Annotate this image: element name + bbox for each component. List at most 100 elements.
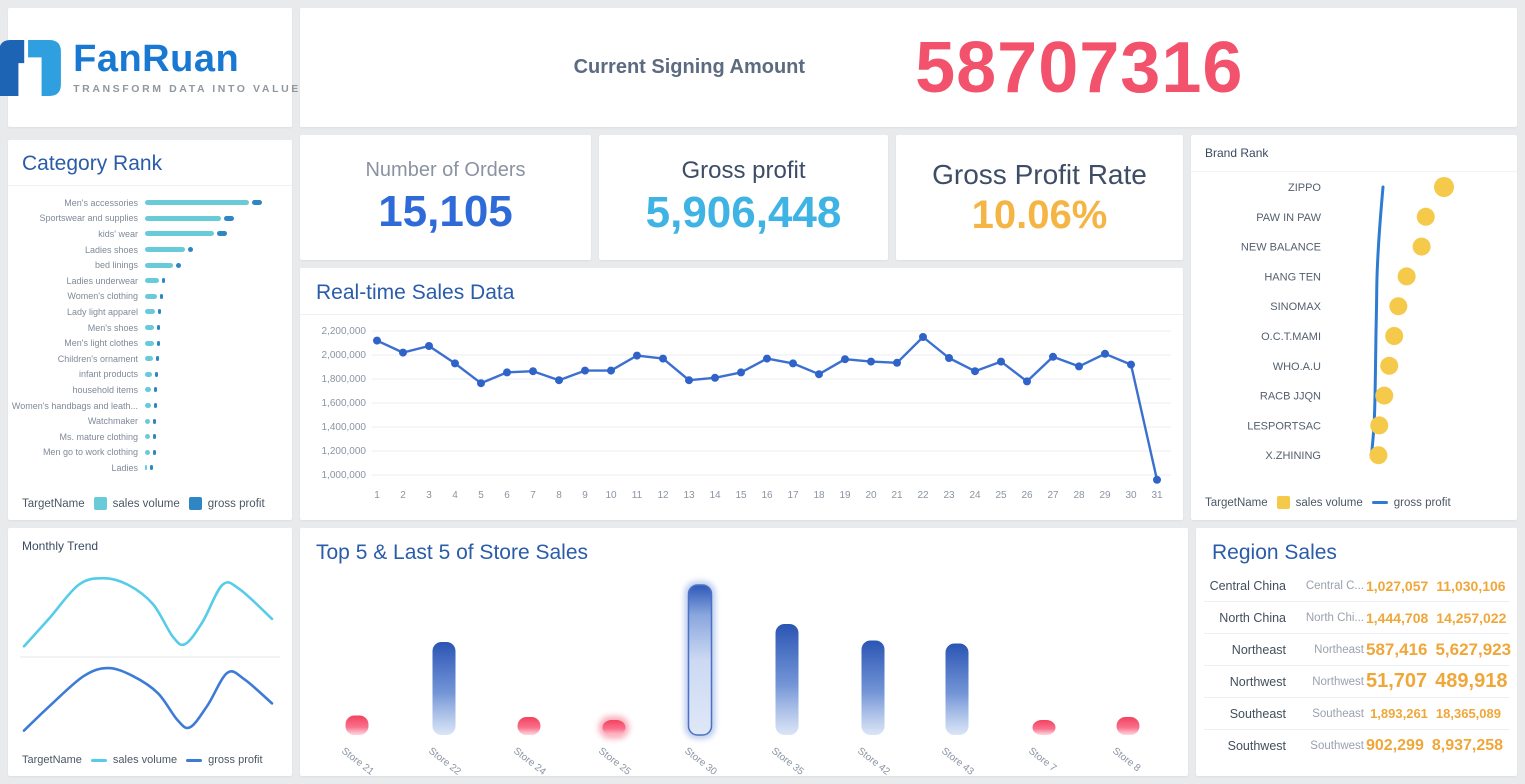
- category-rank-row[interactable]: kids' wear: [8, 226, 292, 242]
- gross-profit-marker[interactable]: [187, 247, 193, 253]
- brand-bubble[interactable]: [1412, 237, 1431, 256]
- category-rank-row[interactable]: Men's light clothes: [8, 335, 292, 351]
- data-point-day-12[interactable]: [659, 354, 667, 363]
- brand-bubble[interactable]: [1385, 327, 1404, 345]
- gross-profit-marker[interactable]: [155, 371, 159, 377]
- gross-profit-marker[interactable]: [150, 465, 154, 471]
- sales-volume-bar[interactable]: [145, 340, 155, 346]
- brand-rank-bubble-chart[interactable]: ZIPPO PAW IN PAW NEW BALANCE HANG TEN SINOMA…: [1191, 169, 1517, 474]
- data-point-day-17[interactable]: [789, 359, 797, 368]
- data-point-day-25[interactable]: [997, 357, 1005, 366]
- data-point-day-13[interactable]: [685, 376, 693, 385]
- gross-profit-marker[interactable]: [160, 293, 164, 299]
- monthly-trend-line-chart[interactable]: [8, 562, 292, 747]
- sales-volume-bar[interactable]: [145, 293, 158, 299]
- category-rank-row[interactable]: Children's ornament: [8, 351, 292, 367]
- data-point-day-9[interactable]: [581, 366, 589, 375]
- category-rank-row[interactable]: Men's accessories: [8, 195, 292, 211]
- category-rank-row[interactable]: Ms. mature clothing: [8, 429, 292, 445]
- store-bar[interactable]: [1116, 717, 1140, 735]
- brand-bubble[interactable]: [1434, 177, 1454, 197]
- region-row[interactable]: Northeast Northeast 587,416 5,627,923: [1204, 634, 1511, 666]
- brand-bubble[interactable]: [1416, 207, 1435, 226]
- sales-volume-bar[interactable]: [145, 262, 174, 268]
- store-bar[interactable]: [345, 715, 369, 736]
- data-point-day-20[interactable]: [867, 357, 875, 366]
- gross-profit-marker[interactable]: [154, 387, 158, 393]
- data-point-day-30[interactable]: [1127, 360, 1135, 369]
- gross-profit-marker[interactable]: [156, 356, 160, 362]
- legend-item-gross-profit[interactable]: gross profit: [186, 754, 263, 766]
- brand-bubble[interactable]: [1370, 416, 1389, 435]
- data-point-day-8[interactable]: [555, 376, 563, 385]
- data-point-day-2[interactable]: [399, 348, 407, 357]
- sales-volume-bar[interactable]: [145, 418, 151, 424]
- category-rank-row[interactable]: Sportswear and supplies: [8, 211, 292, 227]
- data-point-day-27[interactable]: [1049, 352, 1057, 361]
- store-sales-bar-chart[interactable]: Store 21 Store 22 Store 24 Store 25 Store 30…: [300, 528, 1188, 778]
- sales-volume-bar[interactable]: [145, 387, 152, 393]
- data-point-day-1[interactable]: [373, 336, 381, 345]
- region-row[interactable]: Central China Central C... 1,027,057 11,030…: [1204, 570, 1509, 602]
- store-bar[interactable]: [945, 643, 969, 736]
- store-bar[interactable]: [602, 720, 626, 735]
- sales-volume-bar[interactable]: [145, 356, 154, 362]
- store-bar[interactable]: [1032, 720, 1056, 735]
- store-bar[interactable]: [432, 642, 456, 735]
- category-rank-row[interactable]: Lady light apparel: [8, 304, 292, 320]
- data-point-day-26[interactable]: [1023, 377, 1031, 386]
- legend-item-sales-volume[interactable]: sales volume: [93, 497, 180, 510]
- sales-volume-bar[interactable]: [145, 403, 152, 409]
- region-row[interactable]: Northwest Northwest 51,707 489,918: [1204, 666, 1509, 698]
- data-point-day-31[interactable]: [1153, 475, 1161, 484]
- realtime-sales-line-chart[interactable]: 2,200,000 2,000,000 1,800,000 1,600,000 1,40…: [300, 268, 1183, 520]
- category-rank-row[interactable]: Women's handbags and leath...: [8, 398, 292, 414]
- gross-profit-marker[interactable]: [157, 340, 161, 346]
- data-point-day-29[interactable]: [1101, 349, 1109, 358]
- legend-item-gross-profit[interactable]: gross profit: [1371, 497, 1451, 509]
- brand-bubble[interactable]: [1380, 356, 1399, 375]
- store-bar[interactable]: [861, 640, 885, 736]
- category-rank-chart[interactable]: Men's accessories Sportswear and supplies…: [8, 186, 292, 476]
- legend-item-sales-volume[interactable]: sales volume: [1276, 496, 1363, 509]
- data-point-day-23[interactable]: [945, 354, 953, 362]
- data-point-day-15[interactable]: [737, 368, 745, 377]
- data-point-day-7[interactable]: [529, 367, 537, 376]
- data-point-day-3[interactable]: [425, 342, 433, 350]
- sales-volume-bar[interactable]: [145, 278, 159, 284]
- sales-volume-bar[interactable]: [145, 200, 249, 206]
- sales-volume-bar[interactable]: [145, 465, 148, 471]
- sales-volume-bar[interactable]: [145, 247, 185, 253]
- legend-item-sales-volume[interactable]: sales volume: [90, 754, 177, 766]
- data-point-day-21[interactable]: [893, 358, 901, 367]
- category-rank-row[interactable]: infant products: [8, 367, 292, 383]
- gross-profit-marker[interactable]: [158, 309, 162, 315]
- sales-volume-bar[interactable]: [145, 215, 221, 221]
- region-row[interactable]: North China North Chi... 1,444,708 14,257,0…: [1204, 602, 1509, 634]
- store-bar[interactable]: [517, 717, 541, 735]
- category-rank-row[interactable]: household items: [8, 382, 292, 398]
- category-rank-row[interactable]: Ladies underwear: [8, 273, 292, 289]
- sales-volume-bar[interactable]: [145, 371, 153, 377]
- sales-volume-bar[interactable]: [145, 325, 155, 331]
- data-point-day-19[interactable]: [841, 355, 849, 364]
- category-rank-row[interactable]: Men go to work clothing: [8, 445, 292, 461]
- category-rank-row[interactable]: Watchmaker: [8, 413, 292, 429]
- legend-item-gross-profit[interactable]: gross profit: [188, 497, 265, 510]
- data-point-day-24[interactable]: [971, 367, 979, 376]
- category-rank-row[interactable]: Ladies: [8, 460, 292, 476]
- gross-profit-marker[interactable]: [154, 403, 158, 409]
- store-bar[interactable]: [775, 624, 799, 735]
- data-point-day-4[interactable]: [451, 359, 459, 368]
- gross-profit-marker[interactable]: [223, 215, 234, 221]
- data-point-day-18[interactable]: [815, 370, 823, 379]
- category-rank-row[interactable]: Women's clothing: [8, 289, 292, 305]
- gross-profit-marker[interactable]: [252, 200, 262, 206]
- data-point-day-5[interactable]: [477, 379, 485, 388]
- sales-volume-bar[interactable]: [145, 309, 156, 315]
- data-point-day-22[interactable]: [919, 333, 927, 341]
- region-row[interactable]: Southwest Southwest 902,299 8,937,258: [1204, 730, 1509, 761]
- data-point-day-10[interactable]: [607, 366, 615, 375]
- gross-profit-marker[interactable]: [161, 278, 165, 284]
- data-point-day-14[interactable]: [711, 373, 719, 382]
